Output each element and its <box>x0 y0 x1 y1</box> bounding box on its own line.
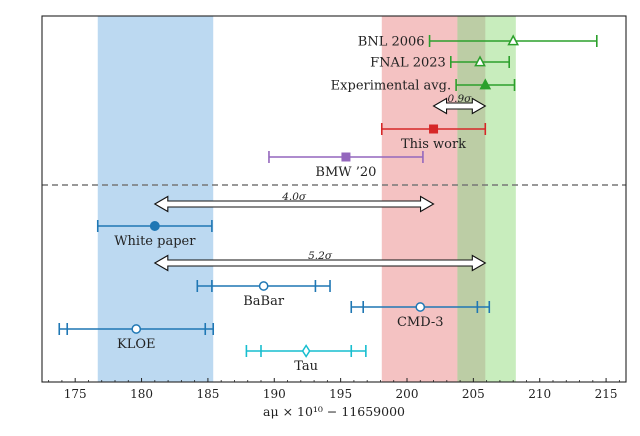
data-point-white-paper: White paper <box>96 220 213 249</box>
point-label: BMW ’20 <box>315 165 376 180</box>
marker-triangle <box>474 55 486 67</box>
point-label: Experimental avg. <box>331 79 451 94</box>
plot-frame <box>41 15 627 383</box>
marker-circle-open <box>131 324 142 334</box>
point-label: FNAL 2023 <box>370 56 446 71</box>
tension-arrow-1: 0.9σ <box>432 93 487 115</box>
data-point-this-work: This work <box>380 123 487 152</box>
data-point-experimental-avg: Experimental avg. <box>331 78 516 94</box>
x-tick-label: 210 <box>528 387 551 401</box>
data-point-tau: Tau <box>245 344 367 374</box>
marker-circle-open <box>415 302 426 312</box>
x-tick-label: 180 <box>130 387 153 401</box>
data-point-fnal-2023: FNAL 2023 <box>370 55 511 71</box>
data-point-bmw-20: BMW ’20 <box>268 151 424 180</box>
point-label: White paper <box>114 234 196 249</box>
marker-square <box>341 152 351 162</box>
tension-arrow-2: 4.0σ <box>153 191 435 213</box>
marker-triangle <box>507 34 520 46</box>
point-label: KLOE <box>117 337 156 352</box>
tension-arrow-label: 0.9σ <box>447 93 472 105</box>
marker-square <box>429 124 439 134</box>
bands-layer <box>97 16 516 382</box>
point-label: BaBar <box>243 294 285 309</box>
data-point-kloe: KLOE <box>58 323 215 352</box>
x-tick-label: 215 <box>595 387 618 401</box>
white-paper-band <box>97 16 214 382</box>
marker-circle <box>149 221 160 231</box>
tension-arrow-label: 5.2σ <box>308 250 333 262</box>
x-tick-label: 195 <box>329 387 352 401</box>
x-tick-label: 205 <box>462 387 485 401</box>
tension-arrows-layer: 0.9σ 4.0σ 5.2σ <box>153 93 487 272</box>
point-label: This work <box>401 137 466 152</box>
point-label: BNL 2006 <box>358 35 425 50</box>
point-label: Tau <box>294 359 318 374</box>
tension-arrow-shape <box>153 254 487 272</box>
data-points-layer: BNL 2006 FNAL 2023 Experimental avg. This w… <box>58 34 598 374</box>
tension-arrow-3: 5.2σ <box>153 250 487 272</box>
x-axis: 175 180 185 190 195 200 205 210 215 <box>48 378 620 401</box>
marker-diamond <box>301 344 311 358</box>
tension-arrow-shape <box>432 97 487 115</box>
data-point-cmd-3: CMD-3 <box>350 301 491 330</box>
point-label: CMD-3 <box>397 315 444 330</box>
band-overlap <box>457 16 486 382</box>
data-point-babar: BaBar <box>196 280 331 309</box>
tension-arrow-shape <box>153 195 435 213</box>
x-tick-label: 185 <box>196 387 219 401</box>
marker-circle-open <box>258 281 269 291</box>
marker-triangle <box>479 78 492 90</box>
x-tick-label: 175 <box>64 387 87 401</box>
x-tick-label: 190 <box>263 387 286 401</box>
tension-arrow-label: 4.0σ <box>281 191 307 203</box>
x-axis-label: aμ × 10¹⁰ − 11659000 <box>263 404 405 419</box>
data-point-bnl-2006: BNL 2006 <box>358 34 598 50</box>
x-tick-label: 200 <box>396 387 419 401</box>
